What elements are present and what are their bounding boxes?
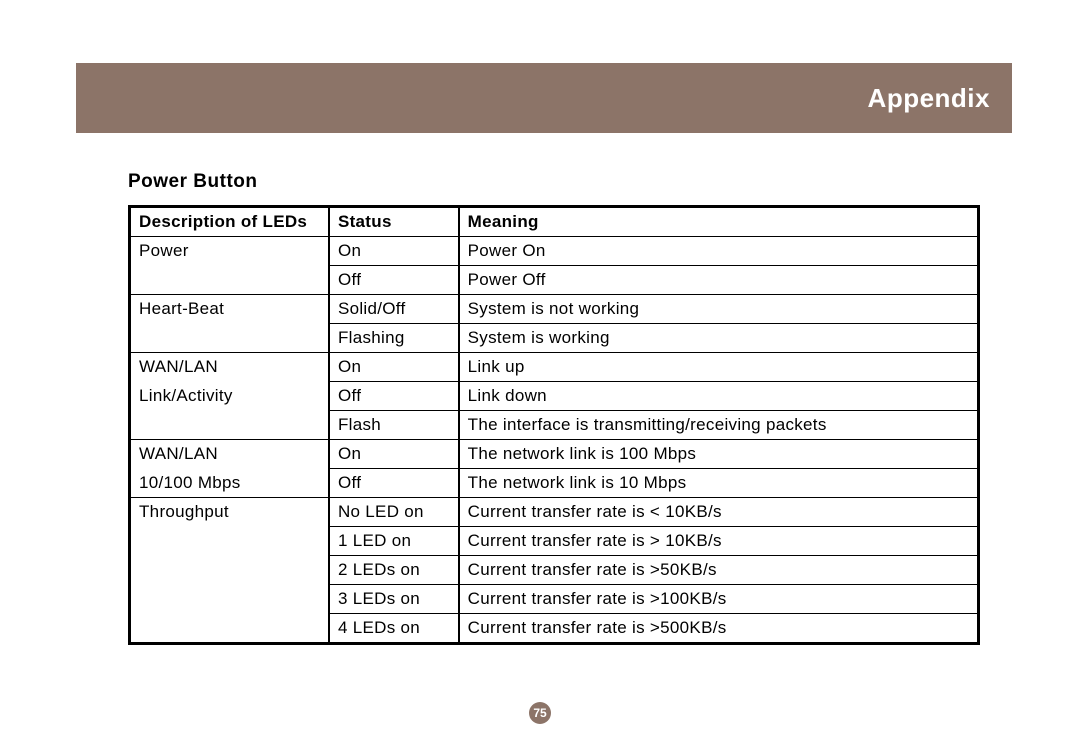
table-cell: Solid/Off	[329, 295, 459, 324]
table-cell: On	[329, 237, 459, 266]
page-number-wrap: 75	[0, 702, 1080, 724]
table-row: 10/100 MbpsOffThe network link is 10 Mbp…	[130, 469, 979, 498]
table-cell: Power On	[459, 237, 979, 266]
table-cell: Current transfer rate is >50KB/s	[459, 556, 979, 585]
banner-title: Appendix	[868, 83, 990, 114]
table-cell	[130, 411, 329, 440]
page-root: Appendix Power Button Description of LED…	[0, 0, 1080, 742]
table-row: Heart-BeatSolid/OffSystem is not working	[130, 295, 979, 324]
table-cell: System is not working	[459, 295, 979, 324]
table-cell: Off	[329, 469, 459, 498]
table-row: WAN/LANOnLink up	[130, 353, 979, 382]
table-cell: WAN/LAN	[130, 440, 329, 469]
table-cell	[130, 556, 329, 585]
table-cell: The interface is transmitting/receiving …	[459, 411, 979, 440]
table-cell: Throughput	[130, 498, 329, 527]
table-cell: Current transfer rate is >500KB/s	[459, 614, 979, 644]
table-cell: 3 LEDs on	[329, 585, 459, 614]
table-cell: Link/Activity	[130, 382, 329, 411]
table-row: ThroughputNo LED onCurrent transfer rate…	[130, 498, 979, 527]
table-cell: Heart-Beat	[130, 295, 329, 324]
table-row: 4 LEDs onCurrent transfer rate is >500KB…	[130, 614, 979, 644]
table-row: FlashingSystem is working	[130, 324, 979, 353]
table-row: OffPower Off	[130, 266, 979, 295]
table-cell: 2 LEDs on	[329, 556, 459, 585]
table-cell: Off	[329, 382, 459, 411]
table-cell: Flashing	[329, 324, 459, 353]
page-number-badge: 75	[529, 702, 551, 724]
table-cell: On	[329, 353, 459, 382]
table-cell: On	[329, 440, 459, 469]
table-row: WAN/LANOnThe network link is 100 Mbps	[130, 440, 979, 469]
table-row: 3 LEDs onCurrent transfer rate is >100KB…	[130, 585, 979, 614]
table-cell	[130, 324, 329, 353]
section-heading: Power Button	[128, 171, 1012, 193]
table-cell: Power Off	[459, 266, 979, 295]
table-cell: Link down	[459, 382, 979, 411]
table-row: 2 LEDs onCurrent transfer rate is >50KB/…	[130, 556, 979, 585]
table-cell	[130, 266, 329, 295]
table-header-row: Description of LEDs Status Meaning	[130, 207, 979, 237]
table-cell: Off	[329, 266, 459, 295]
table-cell: Current transfer rate is >100KB/s	[459, 585, 979, 614]
table-cell: The network link is 100 Mbps	[459, 440, 979, 469]
col-header-status: Status	[329, 207, 459, 237]
table-cell: 1 LED on	[329, 527, 459, 556]
table-cell: Flash	[329, 411, 459, 440]
table-row: Link/ActivityOffLink down	[130, 382, 979, 411]
table-cell: Power	[130, 237, 329, 266]
table-cell: 10/100 Mbps	[130, 469, 329, 498]
table-row: FlashThe interface is transmitting/recei…	[130, 411, 979, 440]
table-cell	[130, 585, 329, 614]
table-cell	[130, 614, 329, 644]
table-cell	[130, 527, 329, 556]
table-cell: No LED on	[329, 498, 459, 527]
table-cell: System is working	[459, 324, 979, 353]
led-table: Description of LEDs Status Meaning Power…	[128, 205, 980, 645]
table-cell: WAN/LAN	[130, 353, 329, 382]
table-cell: The network link is 10 Mbps	[459, 469, 979, 498]
table-cell: Current transfer rate is < 10KB/s	[459, 498, 979, 527]
table-row: PowerOnPower On	[130, 237, 979, 266]
appendix-banner: Appendix	[76, 63, 1012, 133]
table-cell: Current transfer rate is > 10KB/s	[459, 527, 979, 556]
table-row: 1 LED onCurrent transfer rate is > 10KB/…	[130, 527, 979, 556]
table-cell: 4 LEDs on	[329, 614, 459, 644]
col-header-description: Description of LEDs	[130, 207, 329, 237]
table-cell: Link up	[459, 353, 979, 382]
col-header-meaning: Meaning	[459, 207, 979, 237]
